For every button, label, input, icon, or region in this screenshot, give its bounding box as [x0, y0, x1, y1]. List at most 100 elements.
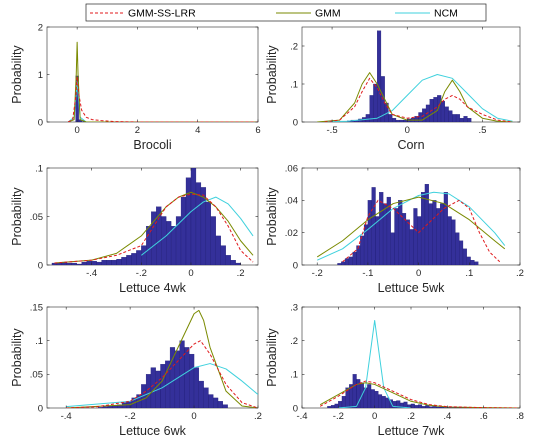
histogram-bar — [116, 259, 122, 265]
histogram-bar — [395, 119, 400, 122]
x-tick-label: -.5 — [327, 125, 338, 136]
histogram-bar — [180, 196, 187, 265]
histogram-bar — [184, 347, 190, 408]
y-tick-label: 0 — [293, 117, 298, 128]
x-tick-label: 0 — [191, 411, 196, 422]
x-tick-label: 0 — [74, 125, 79, 136]
histogram-bar — [432, 200, 437, 265]
histogram-bar — [455, 232, 460, 265]
curve-gmm — [66, 309, 258, 408]
curve-ncm — [317, 74, 513, 122]
y-tick-label: .02 — [285, 228, 298, 239]
x-tick-label: 0 — [372, 411, 377, 422]
histogram-bar — [433, 97, 438, 122]
histogram-bar — [462, 248, 467, 265]
histogram-bar — [91, 260, 97, 265]
x-tick-label: 2 — [135, 125, 140, 136]
x-tick-label: -.2 — [312, 268, 323, 279]
histogram-bar — [367, 200, 372, 265]
histogram-bar — [428, 203, 433, 265]
histogram-bar — [425, 405, 430, 408]
x-tick-label: -.2 — [136, 268, 147, 279]
histogram-bar — [459, 240, 464, 265]
histogram-bar — [463, 116, 468, 122]
legend-label-gmm-ss-lrr: GMM-SS-LRR — [128, 8, 196, 20]
histogram-bar — [150, 367, 156, 408]
histogram-bar — [360, 235, 365, 265]
histogram-bar — [352, 374, 357, 408]
y-tick-label: .06 — [285, 163, 298, 174]
histogram-bar — [66, 262, 72, 265]
x-tick-label: .8 — [516, 411, 524, 422]
histogram-bar — [436, 208, 441, 265]
histogram-bar — [381, 396, 386, 408]
histogram-bar — [356, 245, 361, 265]
curve-gmm — [316, 72, 513, 122]
histogram-bar — [365, 114, 370, 122]
histogram-bar — [217, 401, 223, 408]
x-tick-label: .1 — [465, 268, 473, 279]
legend-box: GMM-SS-LRR GMM NCM — [85, 3, 487, 22]
panel-lettuce-4wk: -.4 -.2 0 .2 0 .05 .1 Lettuce 4wk Probability — [10, 163, 259, 295]
histogram-bar — [386, 196, 391, 265]
curve-gmm-ss-lrr — [319, 380, 520, 408]
x-tick-label: .2 — [237, 268, 245, 279]
y-tick-label: 2 — [38, 22, 43, 33]
y-tick-label: 0 — [38, 403, 43, 414]
histogram-bar — [98, 407, 104, 408]
histogram-bar — [348, 256, 353, 265]
curve-ncm — [141, 196, 254, 256]
histogram-bar — [392, 118, 397, 122]
x-axis-label: Corn — [397, 138, 424, 152]
curve-gmm-ss-lrr — [342, 199, 501, 263]
histogram-bar — [467, 118, 472, 122]
y-tick-label: .3 — [290, 302, 298, 313]
histogram-bar — [198, 380, 204, 408]
y-tick-label: .2 — [290, 41, 298, 52]
y-axis-label: Probability — [10, 187, 24, 246]
y-axis-label: Probability — [265, 45, 279, 104]
histogram-bar — [334, 403, 339, 408]
histogram-bar — [414, 405, 419, 408]
histogram-bar — [235, 262, 241, 265]
y-tick-label: 0 — [38, 260, 43, 271]
y-axis-label: Probability — [265, 187, 279, 246]
histogram-bar — [459, 118, 464, 122]
histogram-bar — [379, 192, 384, 265]
x-tick-label: 0 — [405, 125, 410, 136]
histogram-bar — [444, 106, 449, 122]
histogram-bar — [76, 263, 82, 265]
curve-gmm-ss-lrr — [54, 193, 254, 264]
x-tick-label: .6 — [480, 411, 488, 422]
plot-area — [46, 26, 259, 123]
histogram-bar — [474, 261, 479, 265]
histogram-bar — [341, 261, 346, 265]
histogram-bar — [451, 219, 456, 265]
histogram-bar — [225, 255, 231, 265]
histogram-bar — [341, 396, 346, 408]
histogram-bar — [208, 394, 214, 408]
histogram-bar — [161, 216, 167, 265]
x-tick-label: .2 — [516, 268, 524, 279]
histogram-bar — [417, 216, 422, 265]
histogram-bar — [409, 229, 414, 265]
y-axis-label: Probability — [10, 45, 24, 104]
histogram-bar — [230, 259, 236, 265]
histogram-bar — [81, 261, 87, 265]
histogram-bar — [421, 406, 426, 408]
x-axis-label: Lettuce 5wk — [378, 281, 445, 295]
histogram-bar — [222, 404, 228, 408]
x-tick-label: 0 — [188, 268, 193, 279]
histogram-bar — [166, 221, 172, 265]
histogram-bar — [102, 406, 108, 408]
histogram-bar — [220, 245, 226, 265]
histogram-bar — [377, 30, 382, 122]
histogram-bar — [107, 405, 113, 408]
curve-ncm — [66, 363, 258, 408]
histogram-bar — [394, 208, 399, 265]
histogram-bar — [401, 213, 407, 265]
histogram-bar — [215, 235, 221, 265]
panel-lettuce-5wk: -.2 -.1 0 .1 .2 0 .02 .04 .06 Lettuce 5wk Probabil… — [265, 163, 524, 295]
panel-lettuce-7wk: -.4 -.2 0 .2 .4 .6 .8 0 .1 .2 .3 Lettuce 7wk Probabi… — [265, 302, 524, 438]
